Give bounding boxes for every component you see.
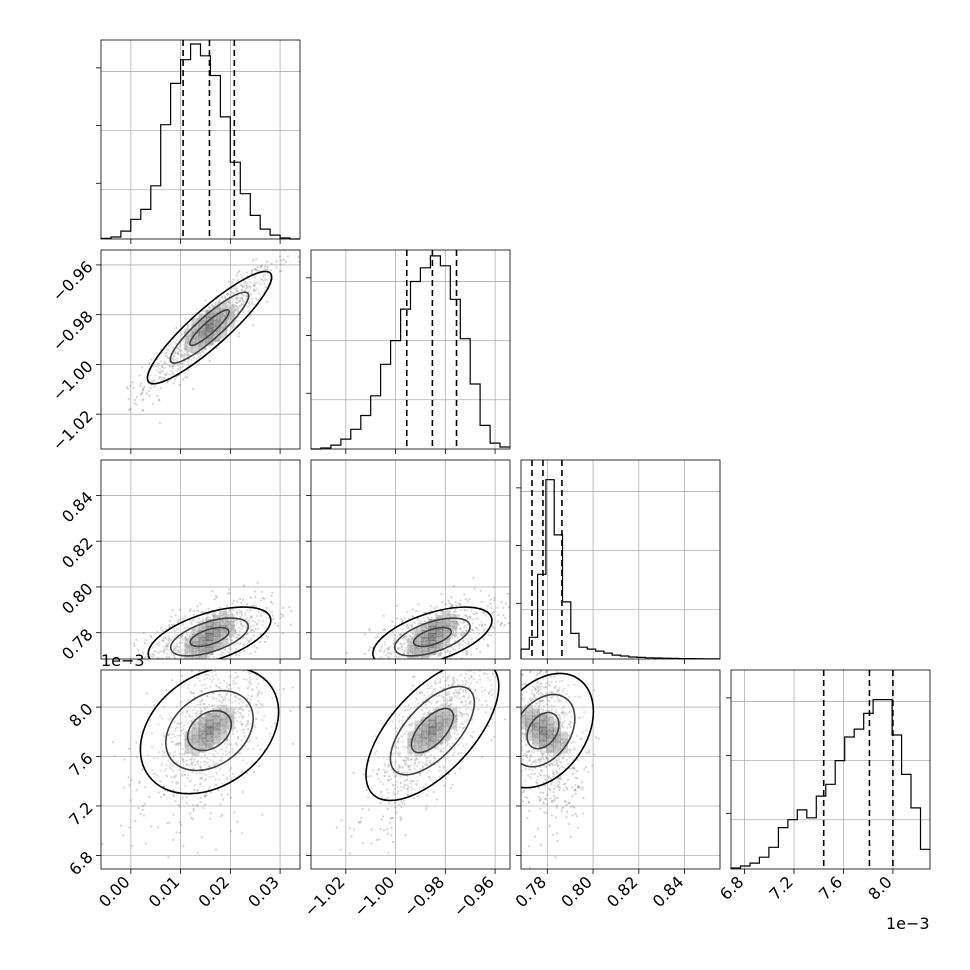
y-tick-label: −0.98 [49,307,97,355]
x-tick-label: 0.84 [649,872,688,911]
scatter-panel-2-1 [306,459,511,664]
histogram-step [520,479,720,660]
y-tick-label: 7.6 [65,749,96,780]
contour-line [372,606,493,659]
histogram-panel-1 [306,249,511,454]
histogram-step [311,255,510,450]
x-tick-label: 0.02 [195,872,234,911]
y-tick-label: 0.78 [58,625,97,664]
x-tick-label: −0.98 [400,872,448,920]
x-tick-label: 0.82 [603,872,642,911]
panel-frame [310,249,511,450]
contour-line [521,693,576,768]
histogram-step [730,699,930,869]
contour-line [526,711,560,750]
y-tick-label: 0.84 [58,488,97,527]
panel-frame [520,669,721,870]
x-tick-label: −0.96 [450,872,498,920]
contour-line [169,291,250,364]
y-tick-label: −1.00 [49,357,97,405]
scatter-panel-3-1 [306,669,511,874]
scatter-panel-3-2 [516,669,721,874]
scatter-panel-3-0 [96,669,301,874]
y-exponent-label: 1e−3 [101,651,145,670]
y-tick-label: 8.0 [65,699,96,730]
x-tick-label: 8.0 [864,872,895,903]
x-tick-label: 7.2 [765,872,796,903]
contour-line [189,626,230,648]
x-tick-label: 0.01 [145,872,184,911]
y-tick-label: 0.82 [58,533,97,572]
x-tick-label: 0.03 [244,872,283,911]
panel-frame [520,459,721,660]
contour-line [389,685,476,776]
x-tick-label: 0.80 [557,872,596,911]
x-tick-label: −1.00 [350,872,398,920]
contour-line [521,672,595,789]
contour-line [365,670,500,802]
x-tick-label: 0.00 [95,872,134,911]
y-tick-label: 6.8 [65,848,96,879]
contour-line [186,709,233,752]
panel-frame [310,669,511,870]
contour-line [139,670,280,795]
panel-frame [730,669,931,870]
contour-line [165,689,254,772]
x-tick-label: −1.02 [301,872,349,920]
panel-frame [100,669,301,870]
scatter-panel-1-0 [96,249,301,454]
contour-line [189,309,230,347]
panel-frame [100,249,301,450]
panel-frame [310,459,511,660]
histogram-panel-0 [96,39,301,244]
x-tick-label: 0.78 [512,872,551,911]
contour-line [410,707,455,754]
y-tick-label: −0.96 [49,257,97,305]
density-blocks [407,611,458,659]
contour-line [412,626,453,648]
panel-frame [100,39,301,240]
y-tick-label: 7.2 [65,798,96,829]
density-blocks [521,704,568,757]
x-exponent-label: 1e−3 [886,914,930,933]
panel-frame [100,459,301,660]
x-tick-label: 6.8 [716,872,747,903]
y-tick-label: −1.02 [49,406,97,454]
contour-line [393,617,471,657]
y-tick-label: 0.80 [58,579,97,618]
contour-line [169,617,250,657]
scatter-panel-2-0 [96,459,301,664]
histogram-panel-3 [726,669,931,874]
contour-line [147,606,272,659]
contour-line [146,270,273,385]
histogram-step [100,43,300,240]
x-tick-label: 7.6 [815,872,846,903]
histogram-panel-2 [516,459,721,664]
